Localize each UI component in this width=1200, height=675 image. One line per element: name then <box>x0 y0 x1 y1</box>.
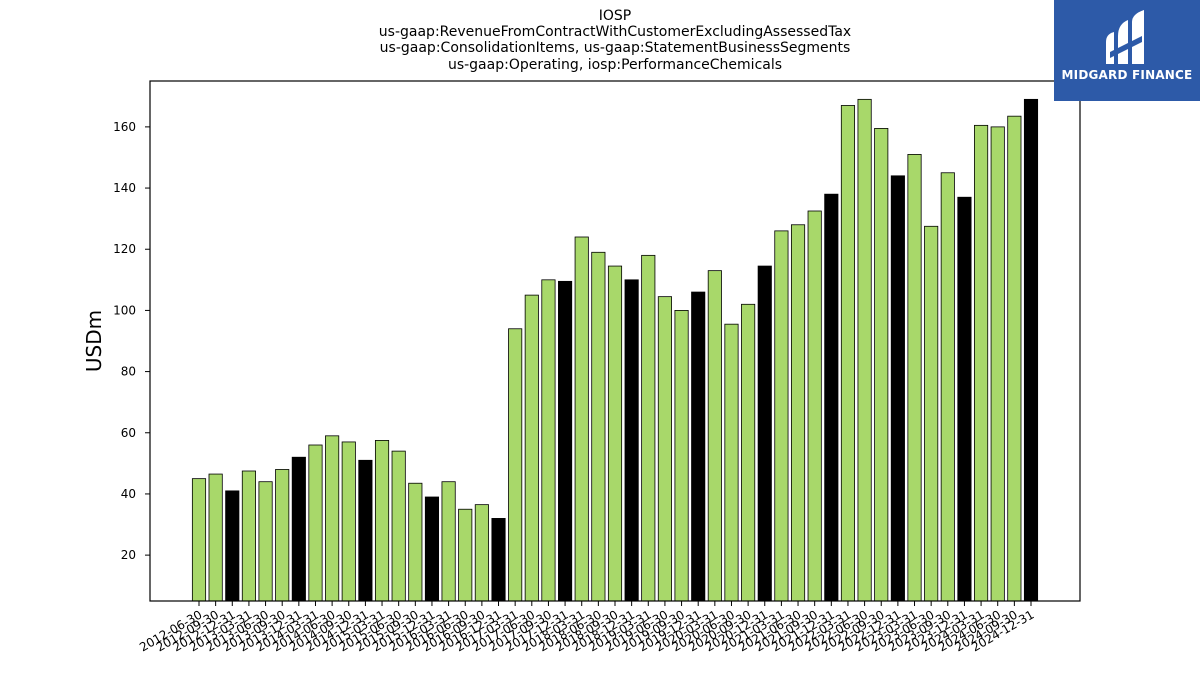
bar-2014-03-31 <box>308 444 323 602</box>
bar-2021-03-31 <box>774 230 789 602</box>
bar-2012-12-31 <box>225 490 240 602</box>
logo-mark-icon <box>1106 10 1144 64</box>
chart-title-line-4: us-gaap:Operating, iosp:PerformanceChemi… <box>448 57 782 73</box>
chart-title: IOSP us-gaap:RevenueFromContractWithCust… <box>379 8 851 73</box>
bar-2016-06-30 <box>458 508 473 602</box>
bar-2021-06-30 <box>790 224 806 602</box>
bar-2015-09-30 <box>408 482 423 602</box>
bar-2019-12-31 <box>691 291 706 602</box>
bar-2016-12-31 <box>491 518 506 602</box>
bar-2014-06-30 <box>325 435 340 602</box>
bar-2020-03-31 <box>707 270 722 602</box>
bar-2016-09-30 <box>474 504 489 602</box>
bar-2018-12-31 <box>624 279 639 602</box>
bar-2013-09-30 <box>275 469 290 602</box>
chart-title-line-1: IOSP <box>599 8 631 24</box>
bar-2017-09-30 <box>541 279 556 602</box>
y-tick-label: 120 <box>113 242 136 256</box>
bar-2019-03-31 <box>641 254 656 602</box>
bar-2018-09-30 <box>607 265 623 602</box>
bar-2022-09-30 <box>874 128 889 602</box>
y-tick-label: 40 <box>121 487 136 501</box>
x-axis-ticks: 2012-06-302012-09-302012-12-312013-03-31… <box>137 601 1037 654</box>
y-tick-label: 160 <box>113 120 136 134</box>
bar-2014-12-31 <box>358 459 373 602</box>
chart-title-line-3: us-gaap:ConsolidationItems, us-gaap:Stat… <box>380 40 851 56</box>
bar-2023-06-30 <box>924 225 939 602</box>
bar-2024-03-31 <box>974 124 989 602</box>
bar-2013-03-31 <box>241 470 256 602</box>
bar-2012-09-30 <box>208 473 223 602</box>
bar-2022-12-31 <box>890 175 905 602</box>
bar-2021-09-30 <box>807 210 822 602</box>
bar-2024-09-30 <box>1007 115 1022 602</box>
bar-2022-06-30 <box>857 98 872 602</box>
y-tick-label: 140 <box>113 181 136 195</box>
midgard-finance-logo: MIDGARD FINANCE <box>1054 0 1200 101</box>
bar-2016-03-31 <box>441 481 456 602</box>
bar-2019-06-30 <box>657 296 672 602</box>
bar-2022-03-31 <box>840 105 856 602</box>
bar-2021-12-31 <box>824 193 839 602</box>
bar-2014-09-30 <box>341 441 356 602</box>
bar-2012-06-30 <box>191 478 207 602</box>
bar-2023-09-30 <box>940 172 955 602</box>
bar-2023-12-31 <box>957 196 972 602</box>
y-axis-ticks: 20 40 60 80 100 120 140 160 <box>113 120 150 562</box>
bar-2020-09-30 <box>741 303 756 602</box>
bar-2020-12-31 <box>757 265 772 602</box>
bar-2020-06-30 <box>724 323 739 602</box>
bar-2015-12-31 <box>424 496 440 602</box>
bar-2017-06-30 <box>524 294 539 602</box>
bar-2017-12-31 <box>558 280 573 602</box>
bar-2017-03-31 <box>508 328 523 602</box>
bar-2013-12-31 <box>291 456 306 602</box>
y-axis-label: USDm <box>82 310 106 372</box>
bar-2018-03-31 <box>574 236 589 602</box>
bar-2023-03-31 <box>907 154 922 602</box>
bars-group <box>191 98 1039 602</box>
bar-2024-12-31 <box>1023 98 1039 602</box>
y-tick-label: 20 <box>121 548 136 562</box>
bar-2018-06-30 <box>591 251 606 602</box>
y-tick-label: 80 <box>121 365 136 379</box>
bar-2019-09-30 <box>674 310 689 602</box>
y-tick-label: 100 <box>113 303 136 317</box>
bar-2015-06-30 <box>391 450 406 602</box>
bar-2015-03-31 <box>374 440 390 602</box>
plot-frame <box>149 80 1081 602</box>
bar-2013-06-30 <box>258 481 273 602</box>
y-tick-label: 60 <box>121 426 136 440</box>
bar-2024-06-30 <box>990 126 1005 602</box>
logo-text: MIDGARD FINANCE <box>1061 68 1193 82</box>
chart-title-line-2: us-gaap:RevenueFromContractWithCustomerE… <box>379 24 851 40</box>
